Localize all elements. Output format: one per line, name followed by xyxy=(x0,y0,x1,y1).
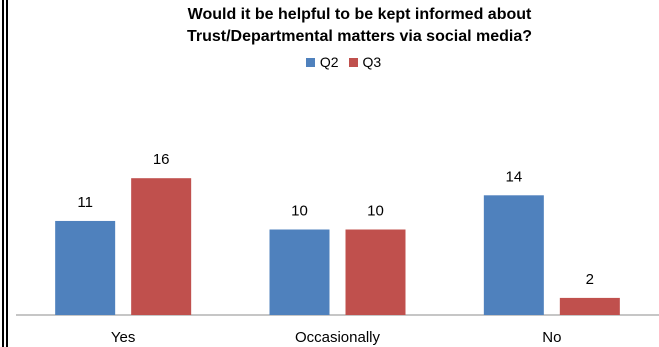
data-label-q3-occasionally: 10 xyxy=(367,203,384,220)
data-label-q2-yes: 11 xyxy=(77,194,93,211)
category-label-no: No xyxy=(542,329,561,346)
data-label-q2-occasionally: 10 xyxy=(291,203,308,220)
category-label-occasionally: Occasionally xyxy=(295,329,381,346)
bar-q3-yes xyxy=(131,178,191,315)
data-label-q2-no: 14 xyxy=(505,168,522,185)
data-label-q3-yes: 16 xyxy=(153,151,170,168)
bar-q3-no xyxy=(560,298,620,315)
data-label-q3-no: 2 xyxy=(586,271,594,288)
bar-q2-no xyxy=(484,195,544,315)
bar-q2-yes xyxy=(55,221,115,315)
bar-q3-occasionally xyxy=(346,230,406,316)
category-label-yes: Yes xyxy=(111,329,135,346)
bar-q2-occasionally xyxy=(270,230,330,316)
